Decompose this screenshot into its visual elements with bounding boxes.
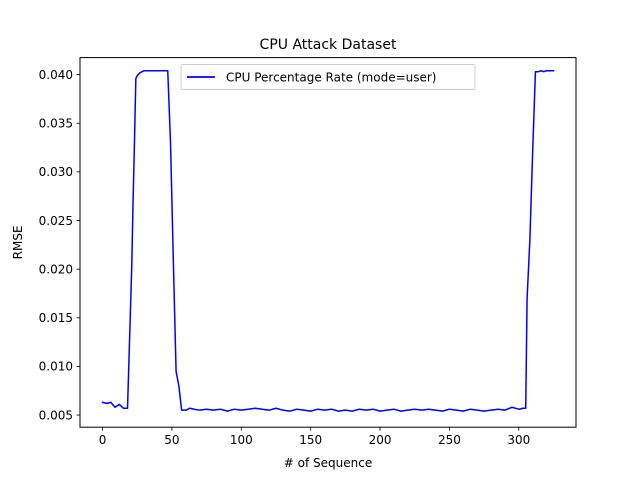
legend-box — [180, 64, 476, 90]
series-layer — [101, 69, 555, 412]
y-tick-layer: 0.005 0.010 0.015 0.020 0.025 0.030 0.035 0.040 — [39, 68, 80, 422]
x-tick-label: 50 — [164, 433, 179, 447]
y-tick-label: 0.010 — [39, 360, 73, 374]
series-line-0 — [101, 69, 555, 412]
x-tick-layer: 0 50 100 150 200 250 300 — [99, 427, 530, 447]
x-tick-label: 150 — [299, 433, 322, 447]
chart-title: CPU Attack Dataset — [260, 37, 397, 53]
y-tick-label: 0.015 — [39, 311, 73, 325]
y-tick-label: 0.025 — [39, 214, 73, 228]
x-tick-label: 200 — [369, 433, 392, 447]
x-tick-label: 100 — [230, 433, 253, 447]
x-axis-label: # of Sequence — [284, 456, 372, 470]
plot-frame — [79, 57, 577, 428]
legend: CPU Percentage Rate (mode=user) — [180, 64, 476, 90]
y-tick-label: 0.005 — [39, 408, 73, 422]
y-tick-label: 0.030 — [39, 165, 73, 179]
x-tick-label: 250 — [438, 433, 461, 447]
x-tick-label: 0 — [99, 433, 107, 447]
x-tick-label: 300 — [507, 433, 530, 447]
y-tick-label: 0.040 — [39, 68, 73, 82]
y-tick-label: 0.035 — [39, 117, 73, 131]
legend-label: CPU Percentage Rate (mode=user) — [226, 71, 437, 85]
y-axis-label: RMSE — [11, 225, 25, 259]
y-tick-label: 0.020 — [39, 262, 73, 276]
